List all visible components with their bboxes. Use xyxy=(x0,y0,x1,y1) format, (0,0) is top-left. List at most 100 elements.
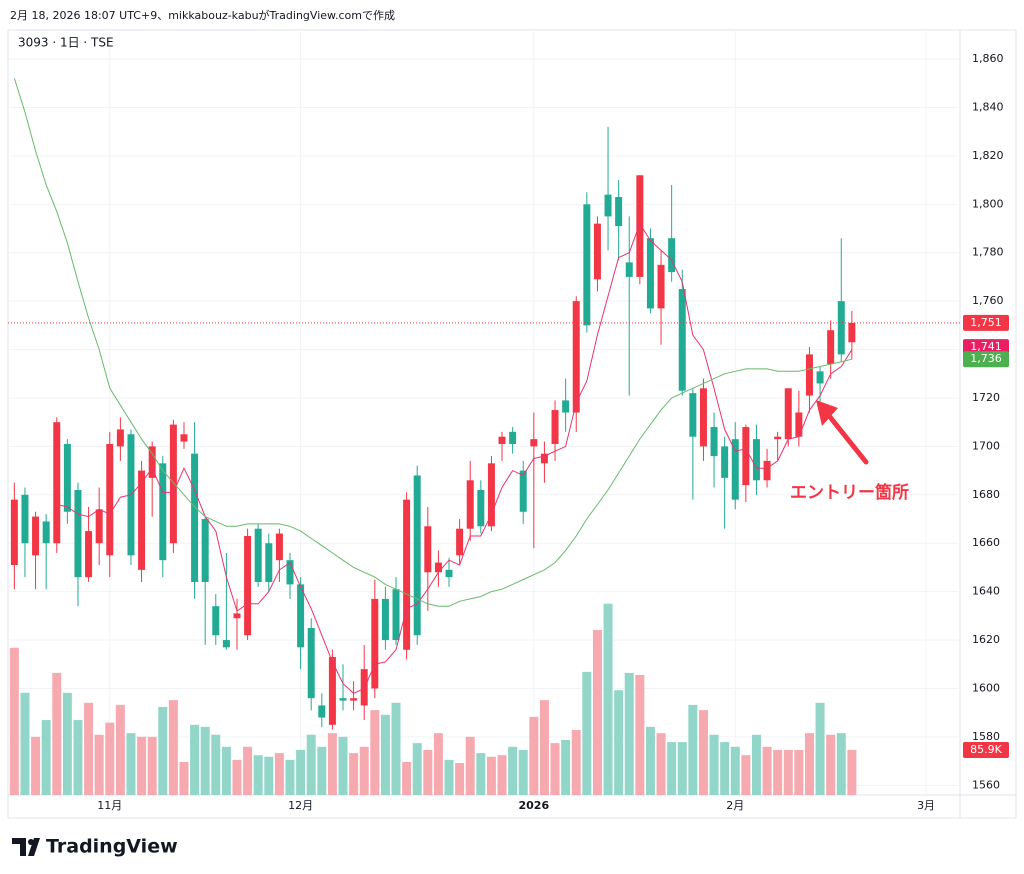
volume-bar xyxy=(94,734,104,795)
candle-body xyxy=(244,535,252,636)
volume-bar xyxy=(529,716,539,795)
volume-bar xyxy=(455,763,465,795)
volume-bar xyxy=(550,743,560,795)
candle-body xyxy=(297,584,305,648)
volume-bar xyxy=(847,749,857,795)
volume-bar xyxy=(285,759,295,795)
candle-body xyxy=(371,598,379,689)
y-tick-label: 1620 xyxy=(972,633,1000,646)
candle-body xyxy=(657,264,665,309)
candle-body xyxy=(646,238,654,309)
volume-bar xyxy=(200,726,210,795)
volume-bar xyxy=(518,749,528,795)
candle-body xyxy=(848,322,856,343)
candle-body xyxy=(763,460,771,481)
candle-body xyxy=(827,330,835,365)
volume-bar xyxy=(296,749,306,795)
ma-line xyxy=(13,78,853,607)
volume-bar xyxy=(402,761,412,795)
volume-bar xyxy=(826,734,836,795)
volume-bar xyxy=(211,734,221,795)
candle-body xyxy=(74,489,82,578)
candle-body xyxy=(286,560,294,585)
volume-bar xyxy=(264,756,274,795)
price-label: 1,736 xyxy=(970,352,1002,365)
logo-icon xyxy=(28,839,34,845)
volume-bar xyxy=(561,739,571,795)
candle-body xyxy=(604,194,612,217)
candle-body xyxy=(721,446,729,478)
candle-body xyxy=(254,528,262,582)
candle-body xyxy=(222,640,230,648)
x-tick-label: 11月 xyxy=(97,799,122,812)
x-tick-label: 12月 xyxy=(288,799,313,812)
candle-body xyxy=(572,301,580,413)
volume-bar xyxy=(836,733,846,795)
volume-bar xyxy=(508,746,518,795)
candle-body xyxy=(180,434,188,442)
candle-body xyxy=(63,443,71,512)
candle-body xyxy=(498,436,506,444)
y-tick-label: 1,840 xyxy=(972,100,1004,113)
y-tick-label: 1600 xyxy=(972,681,1000,694)
candle-body xyxy=(487,463,495,527)
candle-body xyxy=(562,400,570,413)
candle-body xyxy=(106,443,114,556)
candle-body xyxy=(169,424,177,544)
candle-body xyxy=(466,480,474,529)
candle-body xyxy=(540,453,548,464)
volume-bar xyxy=(603,603,613,795)
candle-body xyxy=(339,698,347,701)
volume-bar xyxy=(158,706,168,795)
candle-body xyxy=(583,204,591,326)
volume-bar xyxy=(804,733,814,795)
candle-body xyxy=(10,499,18,566)
volume-bar xyxy=(751,734,761,795)
chart-frame xyxy=(7,29,1017,819)
volume-bar xyxy=(232,759,242,795)
x-tick-label: 3月 xyxy=(917,799,935,812)
candle-body xyxy=(413,475,421,636)
candle-body xyxy=(530,439,538,447)
logo-text: TradingView xyxy=(46,836,178,858)
volume-bar xyxy=(773,749,783,795)
volume-bar xyxy=(592,629,602,795)
volume-bar xyxy=(306,734,316,795)
volume-bar xyxy=(243,746,253,795)
y-tick-label: 1700 xyxy=(972,439,1000,452)
volume-bar xyxy=(84,702,94,795)
volume-bar xyxy=(698,710,708,795)
candle-body xyxy=(551,410,559,444)
y-tick-label: 1560 xyxy=(972,778,1000,791)
annotation: エントリー箇所 xyxy=(790,482,909,503)
candle-body xyxy=(837,301,845,355)
volume-bar xyxy=(115,704,125,795)
candle-body xyxy=(116,429,124,447)
candle-body xyxy=(784,388,792,440)
volume-bar xyxy=(168,700,178,795)
volume-bar xyxy=(783,749,793,795)
volume-bar xyxy=(486,756,496,795)
y-tick-label: 1640 xyxy=(972,585,1000,598)
candle-body xyxy=(456,528,464,556)
volume-bar xyxy=(433,733,443,795)
volume-bar xyxy=(815,702,825,795)
y-tick-label: 1660 xyxy=(972,536,1000,549)
candle-body xyxy=(21,494,29,544)
candle-body xyxy=(710,427,718,457)
candle-body xyxy=(201,519,209,582)
candle-body xyxy=(445,569,453,578)
candle-body xyxy=(816,371,824,384)
volume-bar xyxy=(667,742,677,795)
candle-body xyxy=(625,262,633,277)
volume-bar xyxy=(317,746,327,795)
price-label-box xyxy=(963,351,1009,368)
volume-bar xyxy=(497,755,507,795)
volume-bar xyxy=(31,736,41,795)
candle-body xyxy=(795,412,803,437)
y-tick-label: 1,760 xyxy=(972,294,1004,307)
candle-body xyxy=(742,427,750,486)
volume-bar xyxy=(370,710,380,795)
volume-bar xyxy=(656,733,666,795)
candle-body xyxy=(328,657,336,725)
